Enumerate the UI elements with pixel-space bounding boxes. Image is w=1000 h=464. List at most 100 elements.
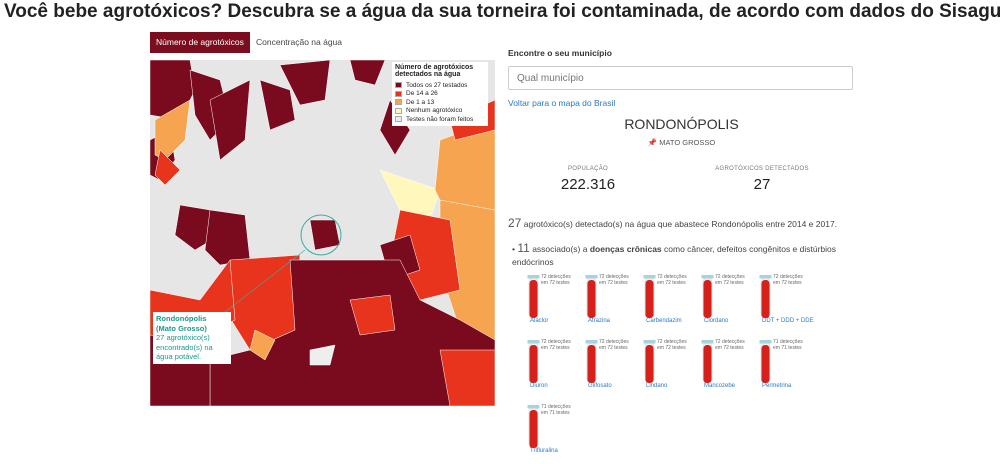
tube-line: 72 detecções (541, 274, 583, 280)
tube-name[interactable]: Lindano (646, 383, 668, 389)
tube-word: testes (788, 280, 802, 286)
tube-line: em 72 testes (599, 345, 641, 351)
tube-word: em (773, 280, 780, 286)
chronic-after: como câncer, defeitos congênitos e distú… (512, 244, 837, 267)
search-input[interactable] (508, 66, 853, 90)
tube-cap (527, 275, 540, 279)
tube (585, 340, 598, 384)
chronic-count: 11 (517, 241, 530, 255)
tube-tests: 71 (549, 410, 555, 416)
tube-word: testes (672, 280, 686, 286)
tube-label: 72 detecções em 72 testes (541, 339, 583, 351)
tube-word: detecções (547, 274, 571, 280)
legend-swatch (395, 82, 402, 89)
tube-tests: 72 (665, 280, 671, 286)
tube-cap (585, 275, 598, 279)
tube-name[interactable]: Glifosato (588, 383, 612, 389)
legend-swatch (395, 90, 402, 97)
tube (759, 275, 772, 319)
back-link[interactable]: Voltar para o mapa do Brasil (508, 98, 616, 108)
tube-cap (643, 340, 656, 344)
tube-word: testes (788, 345, 802, 351)
tube-tests: 72 (549, 280, 555, 286)
tube-item: 72 detecções em 72 testes Mancozebe (701, 337, 759, 399)
legend-label: Todos os 27 testados (406, 81, 468, 89)
tube-line: 71 detecções (773, 339, 815, 345)
legend-swatch (395, 99, 402, 106)
tube-tests: 72 (549, 345, 555, 351)
tube-cap (701, 340, 714, 344)
tube-word: em (773, 345, 780, 351)
tube-fill (529, 280, 538, 318)
tube-cap (643, 275, 656, 279)
tube-name[interactable]: Alaclor (530, 318, 549, 324)
map-regions (150, 60, 495, 406)
tube-detections: 72 (773, 274, 779, 280)
stat-value: 27 (753, 176, 771, 193)
stat-label: POPULAÇÃO (567, 166, 609, 172)
tube-name[interactable]: Carbendazim (646, 318, 682, 324)
tube-name[interactable]: Trifluralina (530, 448, 558, 454)
legend-items: Todos os 27 testados De 14 a 26 De 1 a 13 N… (395, 81, 485, 124)
legend-label: Testes não foram feitos (406, 115, 474, 123)
tube-cap (759, 275, 772, 279)
stat: POPULAÇÃO 222.316 (528, 166, 648, 193)
tube-name[interactable]: Mancozebe (704, 383, 736, 389)
tube-item: 72 detecções em 72 testes Alaclor (527, 272, 585, 334)
legend-item: Nenhum agrotóxico (395, 107, 485, 116)
tube-label: 72 detecções em 72 testes (541, 274, 583, 286)
tube-name[interactable]: DDT + DDD + DDE (762, 318, 814, 324)
tube-line: em 72 testes (657, 345, 699, 351)
tube (527, 340, 540, 384)
tube-word: em (541, 345, 548, 351)
tube-word: em (541, 410, 548, 416)
tube-name[interactable]: Diuron (530, 383, 548, 389)
tube-tests: 72 (781, 280, 787, 286)
tube-detections: 72 (657, 274, 663, 280)
tube-word: detecções (663, 274, 687, 280)
tube-detections: 72 (715, 339, 721, 345)
tube-cap (527, 340, 540, 344)
tube-detections: 72 (599, 339, 605, 345)
tube-word: detecções (779, 339, 803, 345)
legend-label: Nenhum agrotóxico (406, 107, 463, 115)
tube-fill (587, 280, 596, 318)
chronic-bold: doenças crônicas (589, 244, 662, 254)
tooltip-leader (224, 249, 306, 313)
tube-label: 72 detecções em 72 testes (773, 274, 815, 286)
tube-cap (701, 275, 714, 279)
tube-word: detecções (721, 274, 745, 280)
stat-value: 222.316 (560, 176, 616, 193)
summary-text: agrotóxico(s) detectado(s) na água que a… (523, 219, 838, 229)
tab[interactable]: Concentração na água (256, 37, 343, 47)
legend: Número de agrotóxicos detectados na água… (392, 62, 488, 126)
tube-word: em (715, 345, 722, 351)
tube-line: em 72 testes (773, 280, 815, 286)
tube-detections: 72 (599, 274, 605, 280)
tube-name[interactable]: Atrazina (588, 318, 611, 324)
tube-detections: 71 (773, 339, 779, 345)
page-title: Você bebe agrotóxicos? Descubra se a águ… (4, 1, 1000, 22)
tube-fill (645, 345, 654, 383)
tube-tests: 71 (781, 345, 787, 351)
tube-name[interactable]: Permetrina (762, 383, 792, 389)
legend-item: Todos os 27 testados (395, 81, 485, 90)
tooltip-count: 27 (156, 333, 165, 342)
city-name: RONDONÓPOLIS (624, 116, 739, 132)
tube-word: detecções (779, 274, 803, 280)
tube-item: 71 detecções em 71 testes Trifluralina (527, 402, 585, 464)
tube-fill (703, 280, 712, 318)
tube-tests: 72 (723, 280, 729, 286)
tube-word: testes (614, 345, 628, 351)
tab[interactable]: Número de agrotóxicos (150, 32, 250, 53)
tube-cap (759, 340, 772, 344)
detail-panel: Encontre o seu município Voltar para o m… (508, 48, 855, 267)
legend-swatch (395, 116, 402, 123)
tube-word: em (657, 280, 664, 286)
tube-word: em (599, 280, 606, 286)
tube-name[interactable]: Clordano (704, 318, 729, 324)
chronic-before: associado(s) a (532, 244, 588, 254)
tube (585, 275, 598, 319)
tube (643, 275, 656, 319)
